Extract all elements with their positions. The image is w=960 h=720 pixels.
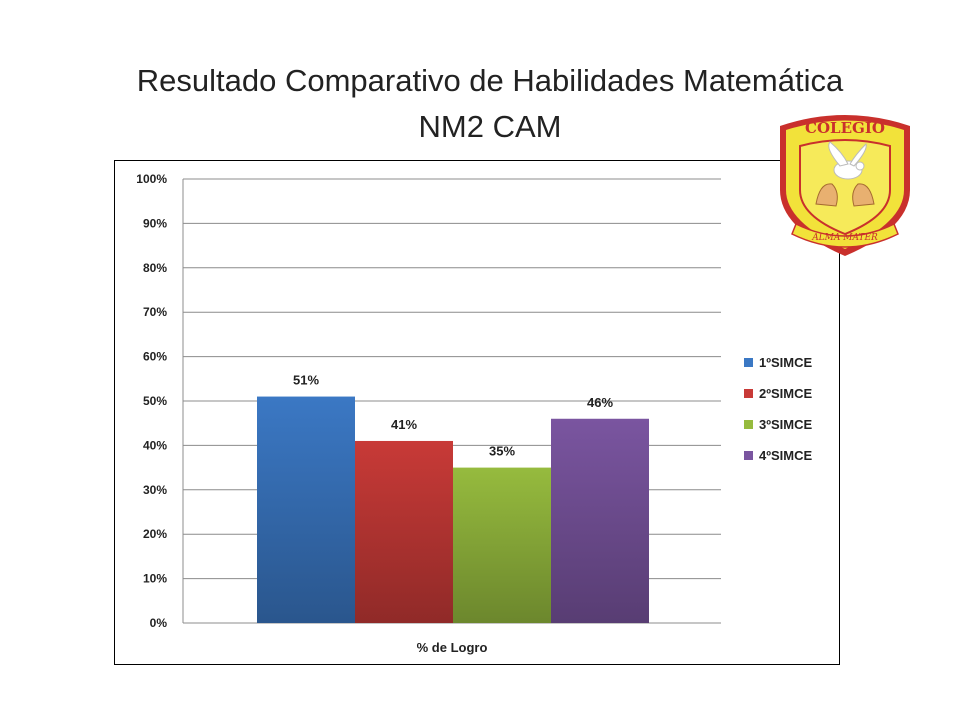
x-axis-label: % de Logro [417,640,488,655]
y-tick-label: 20% [143,527,167,541]
y-tick-label: 10% [143,572,167,586]
legend-swatch [744,451,753,460]
slide-title: Resultado Comparativo de Habilidades Mat… [60,58,920,150]
legend-swatch [744,358,753,367]
legend: 1ºSIMCE 2ºSIMCE 3ºSIMCE 4ºSIMCE [744,355,812,463]
logo-banner [791,222,899,248]
data-labels: 51% 41% 35% 46% [293,373,613,459]
y-tick-label: 90% [143,216,167,230]
y-tick-label: 0% [150,616,168,630]
y-tick-label: 40% [143,438,167,452]
y-tick-label: 60% [143,350,167,364]
data-label: 35% [489,444,515,459]
dove-icon [828,141,867,180]
title-line-2: NM2 CAM [418,109,562,144]
y-tick-label: 70% [143,305,167,319]
legend-swatch [744,389,753,398]
bar-4 [551,418,649,623]
logo-bottom-text: ALMA MATER [811,233,878,243]
y-tick-label: 100% [136,172,167,186]
y-tick-label: 80% [143,261,167,275]
bar-3 [453,467,551,623]
hands-icon [815,183,875,207]
data-label: 51% [293,373,319,388]
bar-chart: 0% 10% 20% 30% 40% 50% 60% 70% 80% 90% 100% 51% 41%… [136,172,812,655]
logo-top-text: COLEGIO [805,119,885,137]
legend-label: 1ºSIMCE [759,355,812,370]
title-line-1: Resultado Comparativo de Habilidades Mat… [136,63,844,98]
school-logo: COLEGIO ALMA MATER [780,115,910,256]
shield-inner [799,139,891,236]
chart-frame: 0% 10% 20% 30% 40% 50% 60% 70% 80% 90% 100% 51% 41%… [114,160,840,665]
legend-label: 4ºSIMCE [759,448,812,463]
legend-swatch [744,420,753,429]
y-tick-label: 50% [143,394,167,408]
bars [257,396,649,623]
data-label: 41% [391,417,417,432]
bar-1 [257,396,355,623]
bar-2 [355,440,453,623]
y-axis-ticks: 0% 10% 20% 30% 40% 50% 60% 70% 80% 90% 100% [136,172,167,630]
data-label: 46% [587,395,613,410]
y-tick-label: 30% [143,483,167,497]
legend-label: 3ºSIMCE [759,417,812,432]
legend-label: 2ºSIMCE [759,386,812,401]
